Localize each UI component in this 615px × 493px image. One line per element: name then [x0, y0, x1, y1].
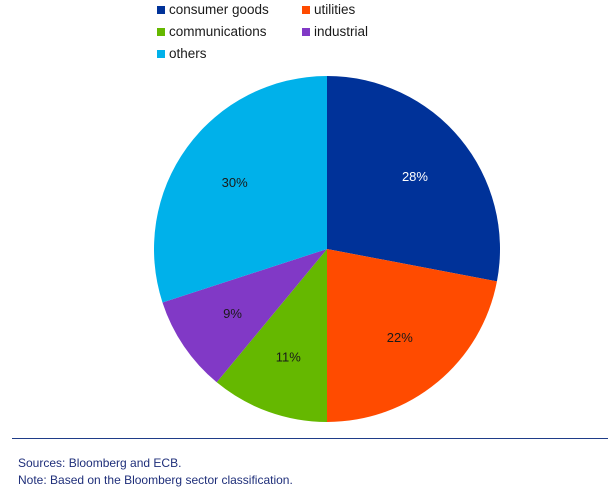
- data-label-communications: 11%: [276, 349, 301, 364]
- data-label-consumer-goods: 28%: [402, 169, 428, 184]
- chart-notes: Sources: Bloomberg and ECB. Note: Based …: [18, 455, 293, 489]
- sources-text: Sources: Bloomberg and ECB.: [18, 456, 182, 470]
- pie-chart: 28% 22% 11% 9% 30%: [154, 76, 500, 422]
- legend-swatch: [157, 27, 165, 36]
- data-label-utilities: 22%: [387, 330, 413, 345]
- legend-item-industrial: industrial: [302, 24, 368, 39]
- note-text: Note: Based on the Bloomberg sector clas…: [18, 473, 293, 487]
- pie-slice-consumer-goods: [327, 76, 500, 282]
- legend-label: others: [169, 46, 207, 61]
- legend-swatch: [302, 5, 310, 14]
- data-label-others: 30%: [222, 175, 248, 190]
- pie-slice-others: [154, 76, 327, 303]
- legend-item-communications: communications: [157, 24, 267, 39]
- pie-slice-communications: [216, 249, 327, 422]
- legend-swatch: [157, 49, 165, 58]
- legend-item-others: others: [157, 46, 207, 61]
- legend-label: communications: [169, 24, 267, 39]
- pie-slice-industrial: [162, 249, 327, 383]
- legend-item-utilities: utilities: [302, 2, 355, 17]
- legend-swatch: [302, 27, 310, 36]
- legend-label: consumer goods: [169, 2, 269, 17]
- legend-label: utilities: [314, 2, 356, 17]
- legend-item-consumer-goods: consumer goods: [157, 2, 269, 17]
- data-label-industrial: 9%: [223, 306, 242, 321]
- legend-label: industrial: [314, 24, 369, 39]
- pie-slice-utilities: [327, 249, 497, 422]
- divider: [12, 438, 608, 439]
- legend-swatch: [157, 5, 165, 14]
